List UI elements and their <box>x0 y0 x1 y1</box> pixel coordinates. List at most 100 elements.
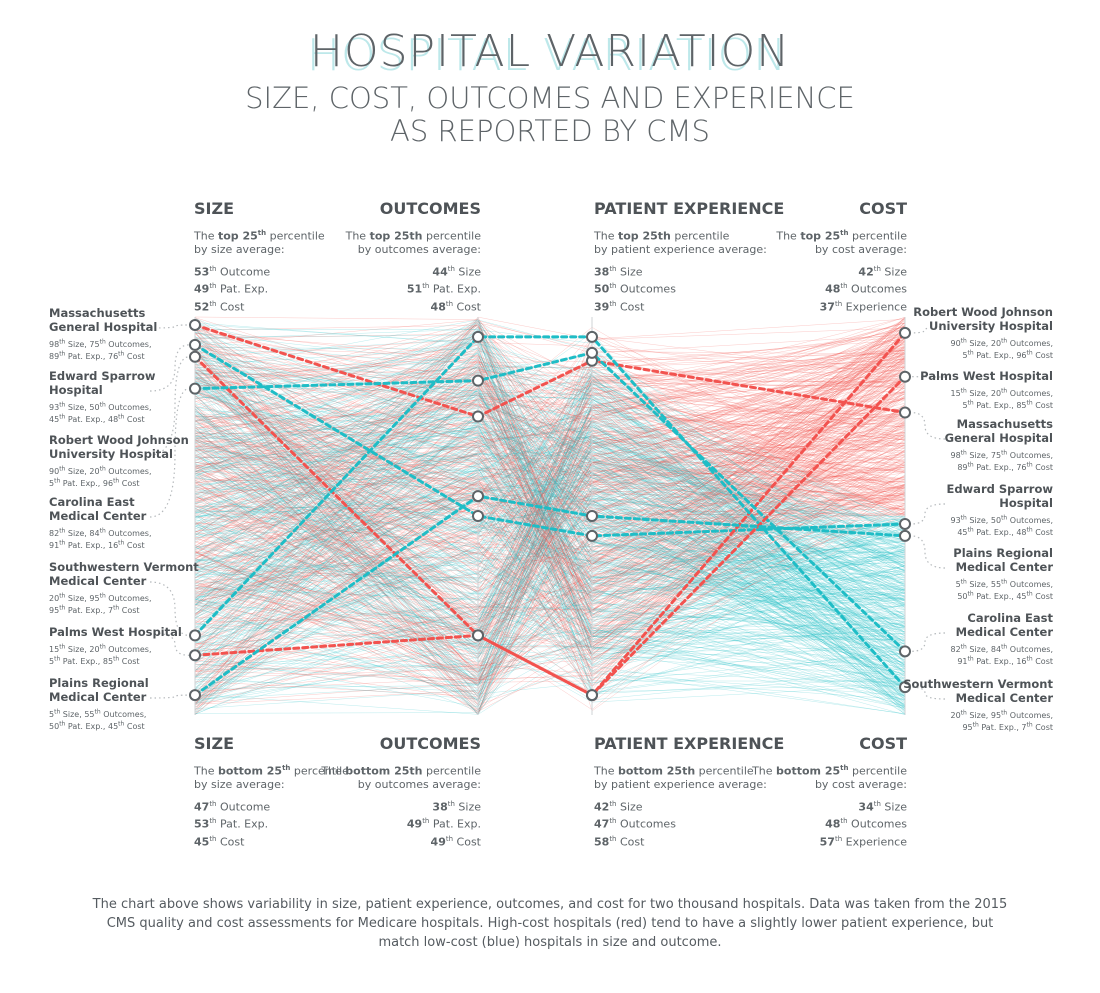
background-hospital-line <box>194 324 906 650</box>
background-hospital-line <box>194 366 906 409</box>
hospital-node-edward-sparrow-hospital <box>189 338 201 351</box>
hospital-label-edward-sparrow-hospital: Edward Sparrow Hospital 93th Size, 50th Ou… <box>49 369 156 425</box>
background-hospital-line <box>194 552 906 655</box>
background-hospital-line <box>194 415 906 621</box>
background-hospital-line <box>194 379 906 715</box>
background-hospital-line <box>194 319 906 711</box>
background-hospital-line <box>194 404 906 687</box>
background-hospital-line <box>194 442 906 659</box>
hospital-name: Massachusetts General Hospital <box>944 417 1053 445</box>
background-hospital-line <box>194 498 906 608</box>
background-hospital-line <box>194 317 906 567</box>
panel-stat: 37th Experience <box>819 299 907 314</box>
background-hospital-line <box>194 496 906 670</box>
background-hospital-line <box>194 347 906 618</box>
background-hospital-line <box>194 344 906 564</box>
background-hospital-lines <box>194 316 906 716</box>
panel-stat: 58th Cost <box>594 834 645 849</box>
panel-stat: 44th Size <box>432 264 481 279</box>
hospital-detail: 82th Size, 84th Outcomes, 91th Pat. Exp.,… <box>950 643 1053 667</box>
background-hospital-line <box>194 388 906 615</box>
panel-stat: 38th Size <box>432 799 481 814</box>
background-hospital-line <box>194 409 906 609</box>
background-hospital-line <box>194 366 906 673</box>
background-hospital-line <box>194 498 906 654</box>
background-hospital-line <box>194 523 906 695</box>
background-hospital-line <box>194 473 906 712</box>
background-hospital-line <box>194 335 906 695</box>
background-hospital-line <box>194 403 906 671</box>
background-hospital-line <box>194 435 906 612</box>
background-hospital-line <box>194 346 906 711</box>
background-hospital-line <box>194 413 906 615</box>
background-hospital-line <box>194 350 906 517</box>
background-hospital-line <box>194 463 906 655</box>
hospital-name: Palms West Hospital <box>920 369 1053 383</box>
background-hospital-line <box>194 357 906 653</box>
hospital-node-palms-west-hospital <box>472 629 484 642</box>
background-hospital-line <box>194 334 906 621</box>
background-hospital-line <box>194 660 906 701</box>
highlighted-hospital-nodes <box>189 318 911 702</box>
background-hospital-line <box>194 368 906 472</box>
background-hospital-line <box>194 352 906 648</box>
hospital-node-palms-west-hospital <box>899 370 911 383</box>
background-hospital-line <box>194 526 906 684</box>
background-hospital-line <box>194 341 906 619</box>
background-hospital-line <box>194 343 906 581</box>
background-hospital-line <box>194 432 906 684</box>
background-hospital-line <box>194 377 906 689</box>
background-hospital-line <box>194 336 906 499</box>
background-hospital-line <box>194 399 906 680</box>
background-hospital-line <box>194 408 906 685</box>
background-hospital-line <box>194 407 906 622</box>
background-hospital-line <box>194 462 906 650</box>
background-hospital-line <box>194 355 906 551</box>
background-hospital-line <box>194 380 906 659</box>
background-hospital-line <box>194 349 906 714</box>
background-hospital-line <box>194 350 906 710</box>
background-hospital-line <box>194 323 906 580</box>
background-hospital-line <box>194 318 906 627</box>
background-hospital-line <box>194 360 906 679</box>
hospital-name: Plains Regional Medical Center <box>49 676 149 704</box>
background-hospital-line <box>194 354 906 590</box>
background-hospital-line <box>194 411 906 693</box>
background-hospital-line <box>194 413 906 705</box>
background-hospital-line <box>194 410 906 704</box>
background-hospital-line <box>194 339 906 617</box>
background-hospital-line <box>194 358 906 640</box>
background-hospital-line <box>194 317 906 669</box>
background-hospital-line <box>194 349 906 586</box>
background-hospital-line <box>194 370 906 678</box>
background-hospital-line <box>194 415 906 585</box>
background-hospital-line <box>194 324 906 658</box>
background-hospital-line <box>194 425 906 690</box>
background-hospital-line <box>194 331 906 601</box>
background-hospital-line <box>194 575 906 714</box>
background-hospital-line <box>194 384 906 684</box>
background-hospital-line <box>194 426 906 715</box>
background-hospital-line <box>194 379 906 704</box>
panel-stat: 50th Outcomes <box>594 282 676 296</box>
hospital-label-carolina-east-medical-center: Carolina East Medical Center 82th Size, 84… <box>49 495 152 551</box>
background-hospital-line <box>194 388 906 515</box>
background-hospital-line <box>194 493 906 555</box>
panel-stat: 42th Size <box>594 799 643 814</box>
hospital-name: Carolina East Medical Center <box>49 495 147 523</box>
hospital-label-carolina-east-medical-center: Carolina East Medical Center 82th Size, 84… <box>950 611 1053 667</box>
background-hospital-line <box>194 433 906 644</box>
background-hospital-line <box>194 427 906 554</box>
axis-heading: OUTCOMES <box>379 734 481 753</box>
background-hospital-line <box>194 461 906 521</box>
background-hospital-line <box>194 384 906 515</box>
background-hospital-line <box>194 446 906 677</box>
background-hospital-line <box>194 375 906 690</box>
hospital-label-southwestern-vermont-medical-center: Southwestern Vermont Medical Center 20th S… <box>903 677 1053 733</box>
background-hospital-line <box>194 438 906 682</box>
background-hospital-line <box>194 370 906 513</box>
background-hospital-line <box>194 344 906 514</box>
background-hospital-line <box>194 565 906 685</box>
background-hospital-line <box>194 337 906 699</box>
background-hospital-line <box>194 365 906 652</box>
